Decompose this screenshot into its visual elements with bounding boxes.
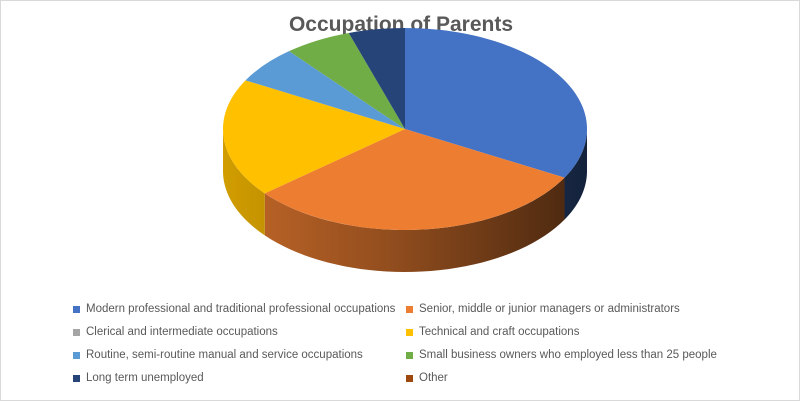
- legend-label: Senior, middle or junior managers or adm…: [419, 303, 680, 315]
- legend-label: Technical and craft occupations: [419, 326, 580, 338]
- legend-swatch: [406, 351, 413, 359]
- legend-item[interactable]: Senior, middle or junior managers or adm…: [406, 301, 773, 317]
- legend-item[interactable]: Small business owners who employed less …: [406, 347, 773, 363]
- pie-slice-routine-semi-routine-manual-and-service-occupations[interactable]: [245, 51, 405, 129]
- legend-label: Long term unemployed: [86, 372, 204, 384]
- legend-swatch: [73, 374, 80, 382]
- legend-item[interactable]: Clerical and intermediate occupations: [73, 324, 406, 340]
- legend-item[interactable]: Modern professional and traditional prof…: [73, 301, 406, 317]
- pie-slice-long-term-unemployed[interactable]: [348, 28, 405, 129]
- legend-swatch: [406, 305, 413, 313]
- legend-item[interactable]: Other: [406, 370, 773, 386]
- pie-side-technical-and-craft-occupations: [223, 129, 265, 236]
- pie-side-modern-professional-and-traditional-professional-occupations: [564, 129, 587, 220]
- legend-label: Clerical and intermediate occupations: [86, 326, 278, 338]
- legend-swatch: [73, 305, 80, 313]
- legend-item[interactable]: Routine, semi-routine manual and service…: [73, 347, 406, 363]
- chart-title: Occupation of Parents: [288, 13, 514, 36]
- legend-swatch: [73, 328, 80, 336]
- legend-swatch: [406, 374, 413, 382]
- legend-swatch: [406, 328, 413, 336]
- legend-label: Other: [419, 372, 448, 384]
- legend-label: Small business owners who employed less …: [419, 349, 717, 361]
- legend-item[interactable]: Long term unemployed: [73, 370, 406, 386]
- pie-side-senior-middle-or-junior-managers-or-administrators: [264, 177, 565, 272]
- pie-slice-small-business-owners-who-employed-less-than-25-people[interactable]: [288, 32, 405, 129]
- pie-chart: [222, 28, 588, 272]
- pie-slice-technical-and-craft-occupations[interactable]: [222, 80, 405, 194]
- pie-slice-senior-middle-or-junior-managers-or-administrators[interactable]: [264, 129, 565, 231]
- pie-slice-modern-professional-and-traditional-professional-occupations[interactable]: [405, 28, 588, 178]
- chart-legend: Modern professional and traditional prof…: [73, 301, 773, 386]
- legend-label: Modern professional and traditional prof…: [86, 303, 396, 315]
- legend-item[interactable]: Technical and craft occupations: [406, 324, 773, 340]
- legend-label: Routine, semi-routine manual and service…: [86, 349, 363, 361]
- legend-swatch: [73, 351, 80, 359]
